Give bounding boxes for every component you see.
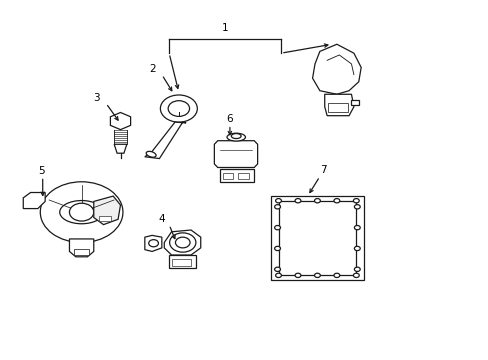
- Circle shape: [175, 237, 190, 248]
- Circle shape: [274, 225, 280, 230]
- Polygon shape: [278, 202, 356, 275]
- Bar: [171, 259, 191, 266]
- Ellipse shape: [146, 151, 156, 157]
- Text: 6: 6: [226, 113, 233, 123]
- Circle shape: [314, 273, 320, 278]
- Ellipse shape: [226, 133, 245, 141]
- Polygon shape: [312, 44, 361, 94]
- Bar: [238, 173, 248, 179]
- Circle shape: [354, 225, 360, 230]
- Circle shape: [274, 267, 280, 271]
- Polygon shape: [94, 196, 120, 225]
- Polygon shape: [69, 239, 94, 257]
- Circle shape: [274, 246, 280, 251]
- Circle shape: [294, 273, 300, 278]
- Text: 5: 5: [38, 166, 44, 176]
- Polygon shape: [324, 94, 353, 116]
- Polygon shape: [164, 230, 201, 255]
- Circle shape: [148, 240, 158, 247]
- Text: 7: 7: [320, 165, 326, 175]
- Bar: [99, 216, 111, 221]
- Polygon shape: [214, 141, 257, 167]
- Bar: [222, 173, 233, 179]
- Circle shape: [160, 95, 197, 122]
- Circle shape: [169, 233, 196, 252]
- Text: 2: 2: [148, 64, 155, 74]
- Polygon shape: [114, 144, 126, 153]
- Circle shape: [275, 273, 281, 278]
- Text: 3: 3: [93, 93, 100, 103]
- Bar: [74, 249, 89, 255]
- Polygon shape: [169, 255, 196, 267]
- Bar: [327, 103, 347, 112]
- Circle shape: [354, 204, 360, 209]
- Circle shape: [275, 199, 281, 203]
- Ellipse shape: [60, 201, 103, 224]
- Text: 1: 1: [221, 23, 228, 33]
- Ellipse shape: [231, 134, 241, 139]
- Polygon shape: [23, 193, 45, 208]
- Circle shape: [333, 273, 339, 278]
- Polygon shape: [110, 112, 130, 130]
- Circle shape: [353, 273, 359, 278]
- Circle shape: [354, 267, 360, 271]
- Circle shape: [354, 246, 360, 251]
- Polygon shape: [144, 122, 186, 158]
- Circle shape: [353, 199, 359, 203]
- Circle shape: [274, 204, 280, 209]
- Polygon shape: [351, 100, 358, 105]
- Circle shape: [333, 199, 339, 203]
- Text: 4: 4: [158, 213, 165, 224]
- Polygon shape: [220, 169, 254, 182]
- Circle shape: [40, 182, 122, 243]
- Polygon shape: [271, 196, 363, 280]
- Circle shape: [69, 203, 94, 221]
- Polygon shape: [144, 235, 162, 251]
- Circle shape: [168, 101, 189, 116]
- Circle shape: [294, 199, 300, 203]
- Circle shape: [314, 199, 320, 203]
